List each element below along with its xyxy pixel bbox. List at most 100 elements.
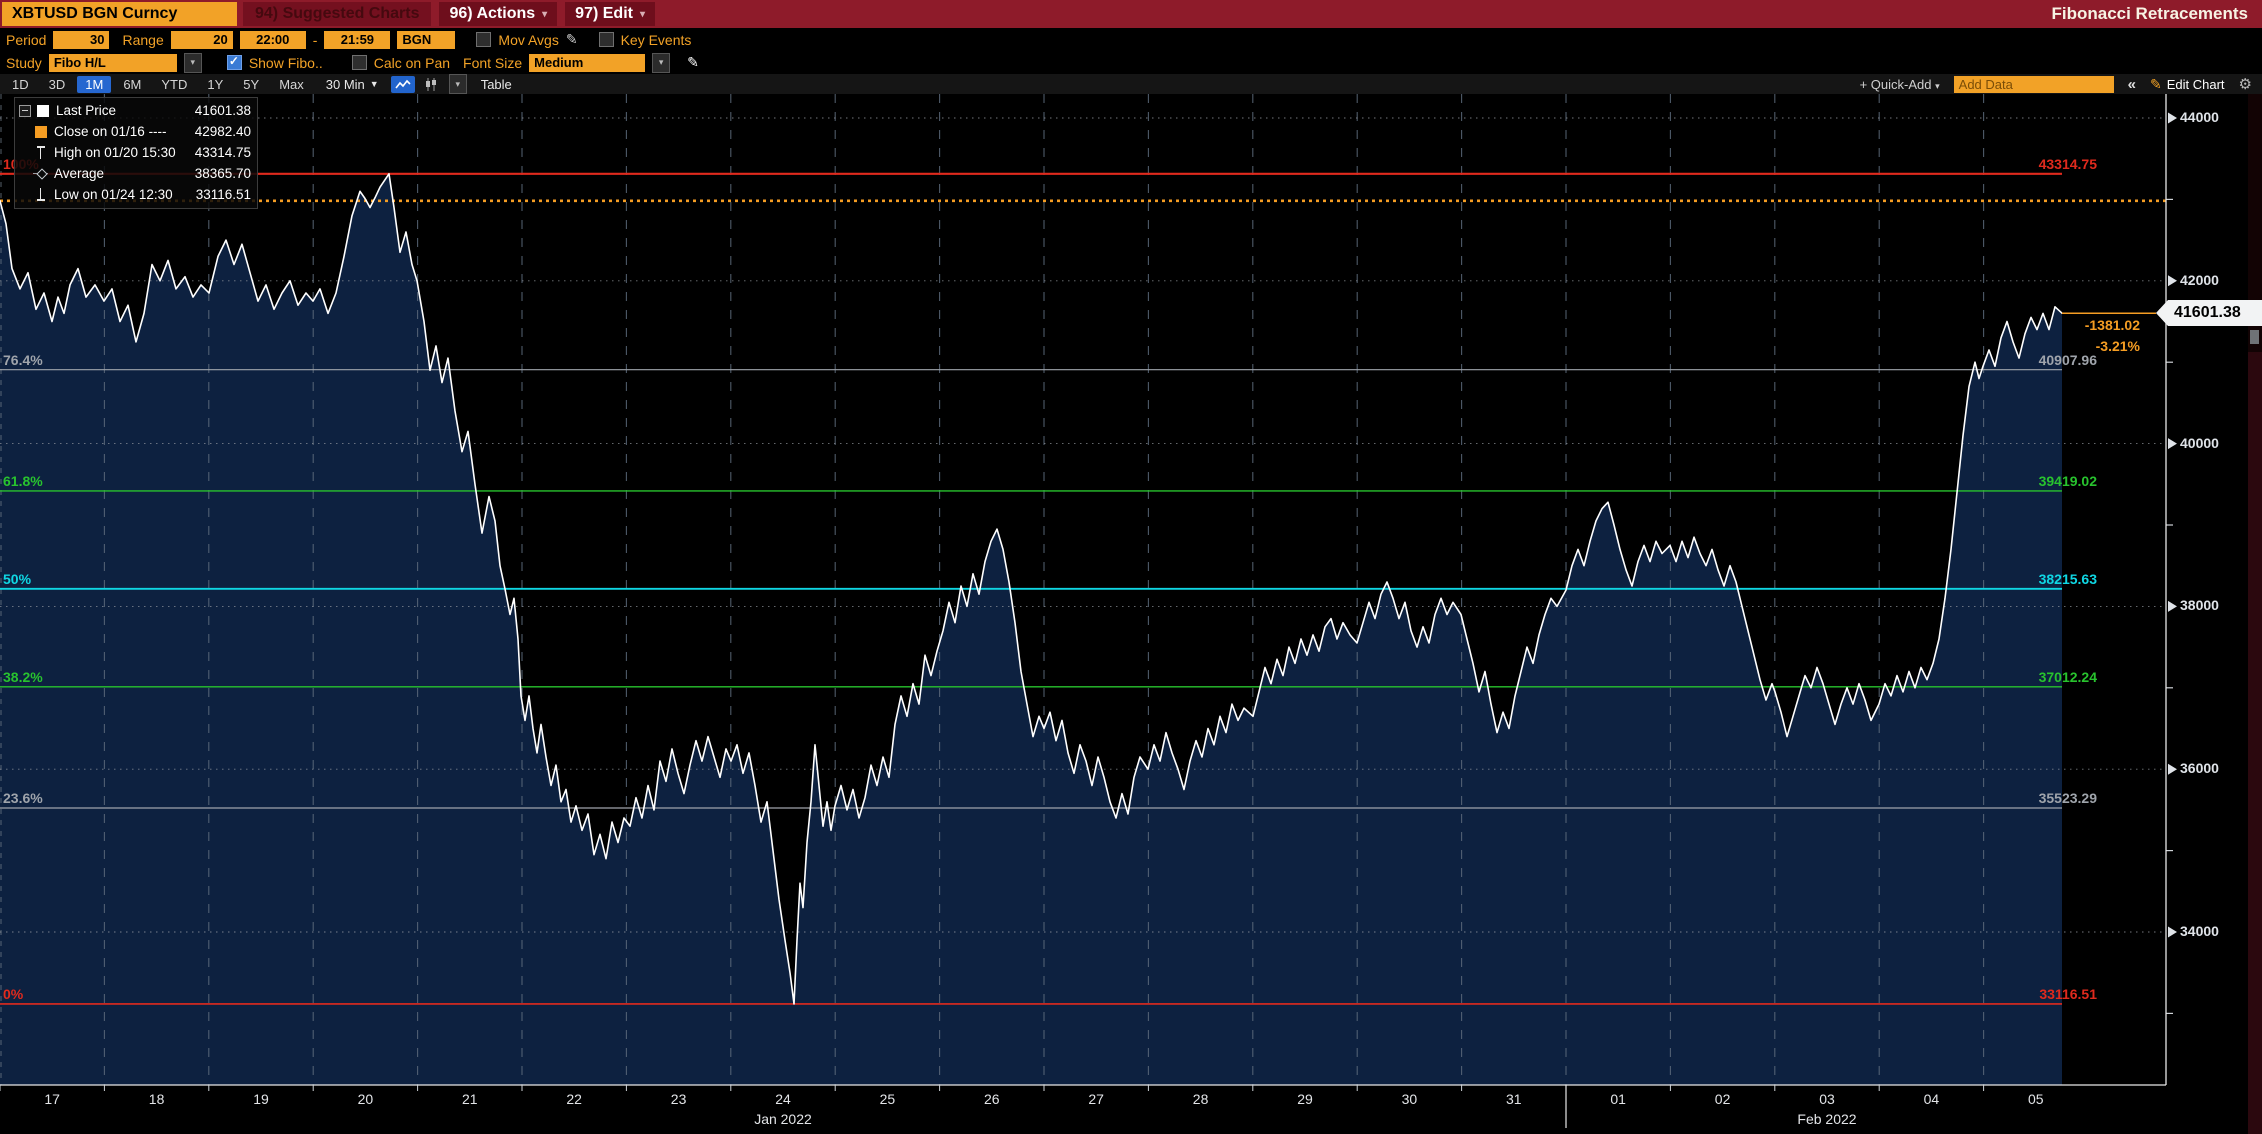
x-axis-day-label: 01 <box>1610 1091 1626 1107</box>
x-axis-day-label: 21 <box>462 1091 478 1107</box>
fib-value-label: 37012.24 <box>2038 668 2097 685</box>
scrollbar-thumb[interactable] <box>2250 330 2259 344</box>
add-data-input[interactable]: Add Data <box>1953 75 2114 93</box>
legend-value: 33116.51 <box>195 187 251 202</box>
collapse-panel-icon[interactable]: « <box>2127 75 2136 93</box>
chevron-down-icon: ▾ <box>639 8 645 20</box>
font-size-select[interactable]: Medium <box>529 53 646 72</box>
x-axis-day-label: 27 <box>1088 1091 1104 1107</box>
range-tab-3d[interactable]: 3D <box>48 76 66 92</box>
last-price-badge: 41601.38 <box>2168 300 2262 327</box>
calc-on-pan-checkbox[interactable] <box>351 55 367 70</box>
legend-row: Close on 01/16 ---- 42982.40 <box>19 121 251 142</box>
show-fibo-checkbox[interactable] <box>226 54 242 70</box>
fib-value-label: 39419.02 <box>2038 472 2097 489</box>
x-axis-day-label: 19 <box>253 1091 269 1107</box>
range-tab-6m[interactable]: 6M <box>123 76 142 92</box>
price-axis-label: 34000 <box>2180 923 2219 939</box>
fib-pct-label: 61.8% <box>3 472 43 489</box>
suggested-charts-button[interactable]: 94) Suggested Charts <box>243 2 432 26</box>
price-axis-label: 40000 <box>2180 434 2219 451</box>
table-button[interactable]: Table <box>480 76 512 92</box>
range-tab-5y[interactable]: 5Y <box>243 76 260 92</box>
pencil-icon: ✎ <box>2150 75 2162 92</box>
period-input[interactable]: 30 <box>53 30 110 49</box>
chevron-down-icon: ▼ <box>369 79 379 89</box>
fib-value-label: 43314.75 <box>2038 155 2097 172</box>
pricing-source-button[interactable]: BGN <box>397 30 456 49</box>
security-ticker[interactable]: XBTUSD BGN Curncy <box>2 2 237 26</box>
x-axis-day-label: 05 <box>2028 1091 2044 1107</box>
chart-type-dropdown-button[interactable]: ▾ <box>448 74 467 94</box>
mov-avgs-checkbox[interactable] <box>476 32 492 47</box>
fib-value-label: 33116.51 <box>2039 985 2097 1002</box>
key-events-checkbox[interactable] <box>598 32 614 47</box>
annotate-pencil-icon[interactable]: ✎ <box>687 54 699 70</box>
clipped-footer-text: ­— — — — — — — — — — — — — — — — — — — —… <box>420 1128 1820 1134</box>
x-axis-day-label: 23 <box>670 1091 687 1107</box>
legend-label: Low on 01/24 12:30 <box>54 187 173 202</box>
study-row: Study Fibo H/L ▾ Show Fibo.. Calc on Pan… <box>0 51 2262 74</box>
actions-label: 96) Actions <box>449 5 536 22</box>
x-axis-day-label: 17 <box>44 1091 60 1107</box>
line-chart-type-button[interactable] <box>390 75 415 93</box>
study-select[interactable]: Fibo H/L <box>48 53 177 72</box>
legend-row: Low on 01/24 12:30 33116.51 <box>19 184 251 205</box>
quick-add-button[interactable]: + Quick-Add ▾ <box>1860 77 1940 92</box>
legend-collapse-icon[interactable] <box>19 104 31 117</box>
title-bar: XBTUSD BGN Curncy 94) Suggested Charts 9… <box>0 0 2262 28</box>
axis-tick-arrow-icon <box>2168 275 2177 287</box>
price-axis-label: 38000 <box>2180 597 2219 614</box>
candlestick-chart-type-button[interactable] <box>419 76 443 93</box>
x-axis-day-label: 03 <box>1819 1091 1835 1107</box>
range-tab-1d[interactable]: 1D <box>12 76 29 92</box>
last-price-badge-notch <box>2156 300 2168 327</box>
x-axis-month-label: Feb 2022 <box>1797 1111 1857 1127</box>
legend-label: Average <box>54 166 105 181</box>
gear-icon[interactable]: ⚙ <box>2238 76 2252 93</box>
chart-legend[interactable]: Last Price 41601.38 Close on 01/16 ---- 429… <box>14 97 258 209</box>
time-to-input[interactable]: 21:59 <box>324 30 391 49</box>
period-label: Period <box>6 31 47 48</box>
mov-avgs-label: Mov Avgs <box>498 31 559 48</box>
fib-value-label: 35523.29 <box>2038 790 2097 806</box>
price-line[interactable] <box>0 173 2063 1005</box>
calc-on-pan-label: Calc on Pan <box>373 54 451 71</box>
window-edge-accent <box>2248 352 2262 1134</box>
axis-tick-arrow-icon <box>2168 600 2177 612</box>
time-from-input[interactable]: 22:00 <box>239 30 306 49</box>
font-size-dropdown-button[interactable]: ▾ <box>652 52 671 73</box>
range-label: Range <box>122 31 164 48</box>
fib-pct-label: 38.2% <box>3 668 43 685</box>
chevron-down-icon: ▾ <box>542 8 548 20</box>
range-tab-max[interactable]: Max <box>279 76 304 92</box>
chart-toolbar: 1D 3D 1M 6M YTD 1Y 5Y Max 30 Min ▼ ▾ Table + Qu… <box>0 74 2262 94</box>
edit-menu-button[interactable]: 97) Edit ▾ <box>565 2 655 26</box>
legend-label: Close on 01/16 ---- <box>54 124 167 139</box>
range-tab-1y[interactable]: 1Y <box>207 76 224 92</box>
price-axis-label: 44000 <box>2180 109 2219 125</box>
x-axis-day-label: 31 <box>1506 1091 1522 1107</box>
window-right-edge <box>2248 94 2262 1134</box>
x-axis-day-label: 02 <box>1714 1091 1731 1107</box>
show-fibo-label: Show Fibo.. <box>248 54 323 71</box>
high-marker-icon <box>37 146 44 159</box>
legend-value: 43314.75 <box>194 145 251 160</box>
interval-label: 30 Min <box>325 76 365 92</box>
options-row: Period 30 Range 20 22:00 - 21:59 BGN Mov… <box>0 28 2262 51</box>
edit-chart-button[interactable]: ✎ Edit Chart <box>2150 76 2225 93</box>
range-tab-ytd[interactable]: YTD <box>161 76 188 92</box>
interval-select[interactable]: 30 Min ▼ <box>326 77 379 92</box>
fib-value-label: 38215.63 <box>2038 570 2097 587</box>
range-input[interactable]: 20 <box>170 30 233 49</box>
x-axis-day-label: 04 <box>1923 1091 1940 1107</box>
fib-pct-label: 23.6% <box>3 790 43 806</box>
x-axis-day-label: 26 <box>984 1091 1000 1107</box>
actions-menu-button[interactable]: 96) Actions ▾ <box>439 2 558 26</box>
study-dropdown-button[interactable]: ▾ <box>183 52 202 73</box>
mov-avgs-edit-pencil-icon[interactable]: ✎ <box>565 31 578 47</box>
range-tab-1m[interactable]: 1M <box>77 75 112 93</box>
last-price-swatch <box>36 104 49 117</box>
x-axis-day-label: 30 <box>1401 1091 1418 1107</box>
